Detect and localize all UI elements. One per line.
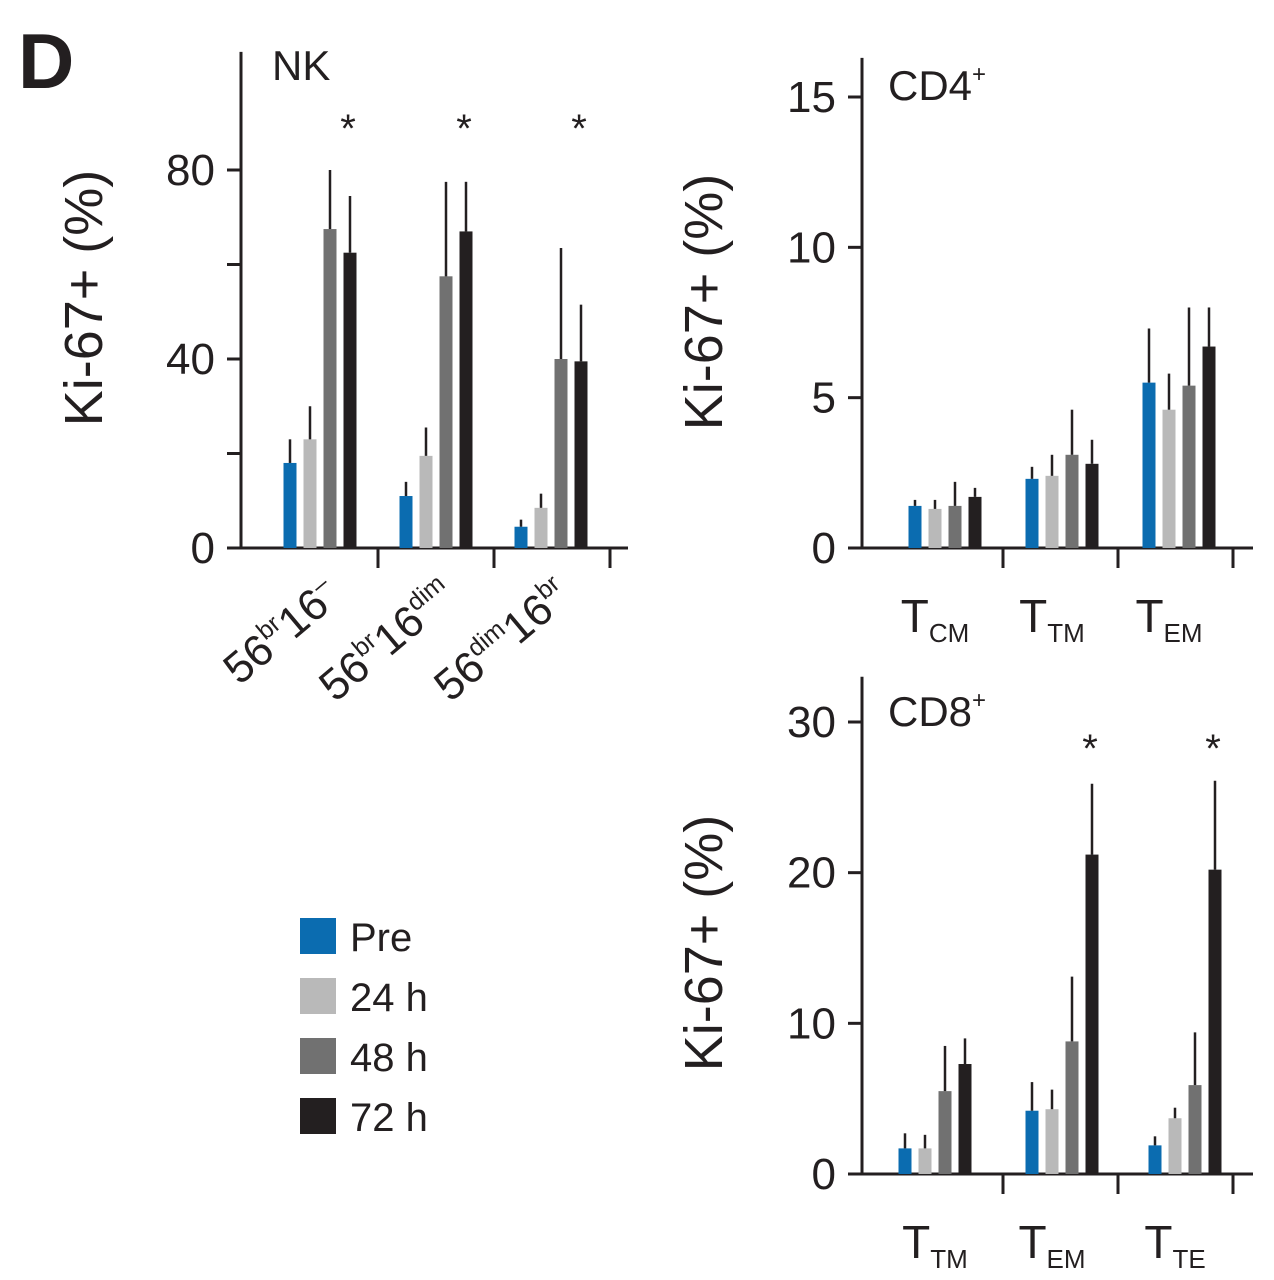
cd8-significance-star: * [1205, 727, 1221, 771]
nk-bar-pre-0 [283, 462, 297, 548]
cd4-category-label: TCM [901, 590, 970, 648]
cd8-y-tick-label: 30 [787, 698, 836, 747]
cd4-chart: 0 5 10 15 Ki-67+ (%) CD4+ TCM TTM TEM [674, 57, 1253, 648]
nk-bar-48-h-1 [439, 276, 453, 548]
cd4-bar-pre-0 [908, 505, 922, 548]
cd4-bar-72-h-0 [968, 496, 982, 548]
cd4-bar-48-h-1 [1065, 454, 1079, 548]
cd8-chart: 0 10 20 30 Ki-67+ (%) CD8+ * * TTM TEM TTE [674, 676, 1253, 1274]
cd8-y-tick-label: 20 [787, 849, 836, 898]
cd8-bar-24-h-2 [1168, 1118, 1182, 1174]
nk-y-tick-label: 0 [191, 524, 215, 573]
cd4-bar-24-h-2 [1162, 409, 1176, 548]
cd4-title: CD4+ [888, 61, 986, 109]
cd8-y-axis-label: Ki-67+ (%) [674, 815, 734, 1072]
cd8-y-tick-label: 0 [812, 1150, 836, 1199]
nk-significance-star: * [456, 107, 472, 151]
cd4-bar-72-h-2 [1202, 346, 1216, 548]
legend: Pre 24 h 48 h 72 h [300, 916, 428, 1140]
cd8-bar-48-h-1 [1065, 1041, 1079, 1174]
nk-bar-72-h-1 [459, 231, 473, 549]
nk-bar-24-h-1 [419, 455, 433, 548]
cd4-bar-24-h-1 [1045, 475, 1059, 548]
cd4-bar-48-h-0 [948, 505, 962, 548]
cd8-category-label: TEM [1018, 1216, 1085, 1274]
cd4-y-tick-label: 10 [787, 223, 836, 272]
legend-label-48-h: 48 h [350, 1036, 428, 1080]
cd4-bar-24-h-0 [928, 508, 942, 548]
nk-significance-star: * [571, 107, 587, 151]
cd8-category-label: TTE [1144, 1216, 1205, 1274]
legend-swatch-72-h [300, 1098, 336, 1134]
cd8-bar-72-h-2 [1208, 869, 1222, 1174]
cd8-bar-72-h-1 [1085, 854, 1099, 1174]
cd4-bar-48-h-2 [1182, 385, 1196, 548]
cd4-category-label: TTM [1019, 590, 1085, 648]
cd8-bar-pre-1 [1025, 1110, 1039, 1174]
cd8-bar-pre-2 [1148, 1145, 1162, 1174]
nk-y-tick-label: 40 [166, 335, 215, 384]
nk-bar-pre-2 [514, 526, 528, 548]
cd8-bar-24-h-1 [1045, 1109, 1059, 1174]
cd8-bar-48-h-2 [1188, 1085, 1202, 1174]
legend-label-pre: Pre [350, 916, 412, 960]
nk-bar-72-h-0 [343, 252, 357, 548]
cd4-bar-72-h-1 [1085, 463, 1099, 548]
legend-label-24-h: 24 h [350, 976, 428, 1020]
legend-swatch-24-h [300, 978, 336, 1014]
nk-bar-72-h-2 [574, 361, 588, 548]
nk-significance-star: * [340, 107, 356, 151]
legend-swatch-pre [300, 918, 336, 954]
legend-swatch-48-h [300, 1038, 336, 1074]
nk-y-axis-label: Ki-67+ (%) [54, 170, 114, 427]
cd8-bar-24-h-0 [918, 1148, 932, 1174]
cd8-bar-48-h-0 [938, 1091, 952, 1174]
cd4-category-label: TEM [1135, 590, 1202, 648]
cd4-y-tick-label: 15 [787, 73, 836, 122]
nk-bar-24-h-2 [534, 507, 548, 548]
cd4-y-tick-label: 0 [812, 524, 836, 573]
cd8-significance-star: * [1082, 727, 1098, 771]
nk-bar-48-h-2 [554, 359, 568, 548]
nk-y-tick-label: 80 [166, 146, 215, 195]
legend-label-72-h: 72 h [350, 1096, 428, 1140]
cd8-title: CD8+ [888, 687, 986, 735]
cd8-bar-72-h-0 [958, 1064, 972, 1174]
cd4-bar-pre-1 [1025, 478, 1039, 548]
nk-bar-48-h-0 [323, 229, 337, 548]
cd4-y-axis-label: Ki-67+ (%) [674, 174, 734, 431]
nk-title: NK [272, 42, 330, 89]
cd8-bar-pre-0 [898, 1148, 912, 1174]
cd8-y-tick-label: 10 [787, 999, 836, 1048]
panel-label: D [18, 17, 74, 105]
cd4-bar-pre-2 [1142, 382, 1156, 548]
nk-bar-24-h-0 [303, 439, 317, 548]
cd4-y-tick-label: 5 [812, 374, 836, 423]
cd8-category-label: TTM [902, 1216, 968, 1274]
nk-bar-pre-1 [399, 496, 413, 548]
